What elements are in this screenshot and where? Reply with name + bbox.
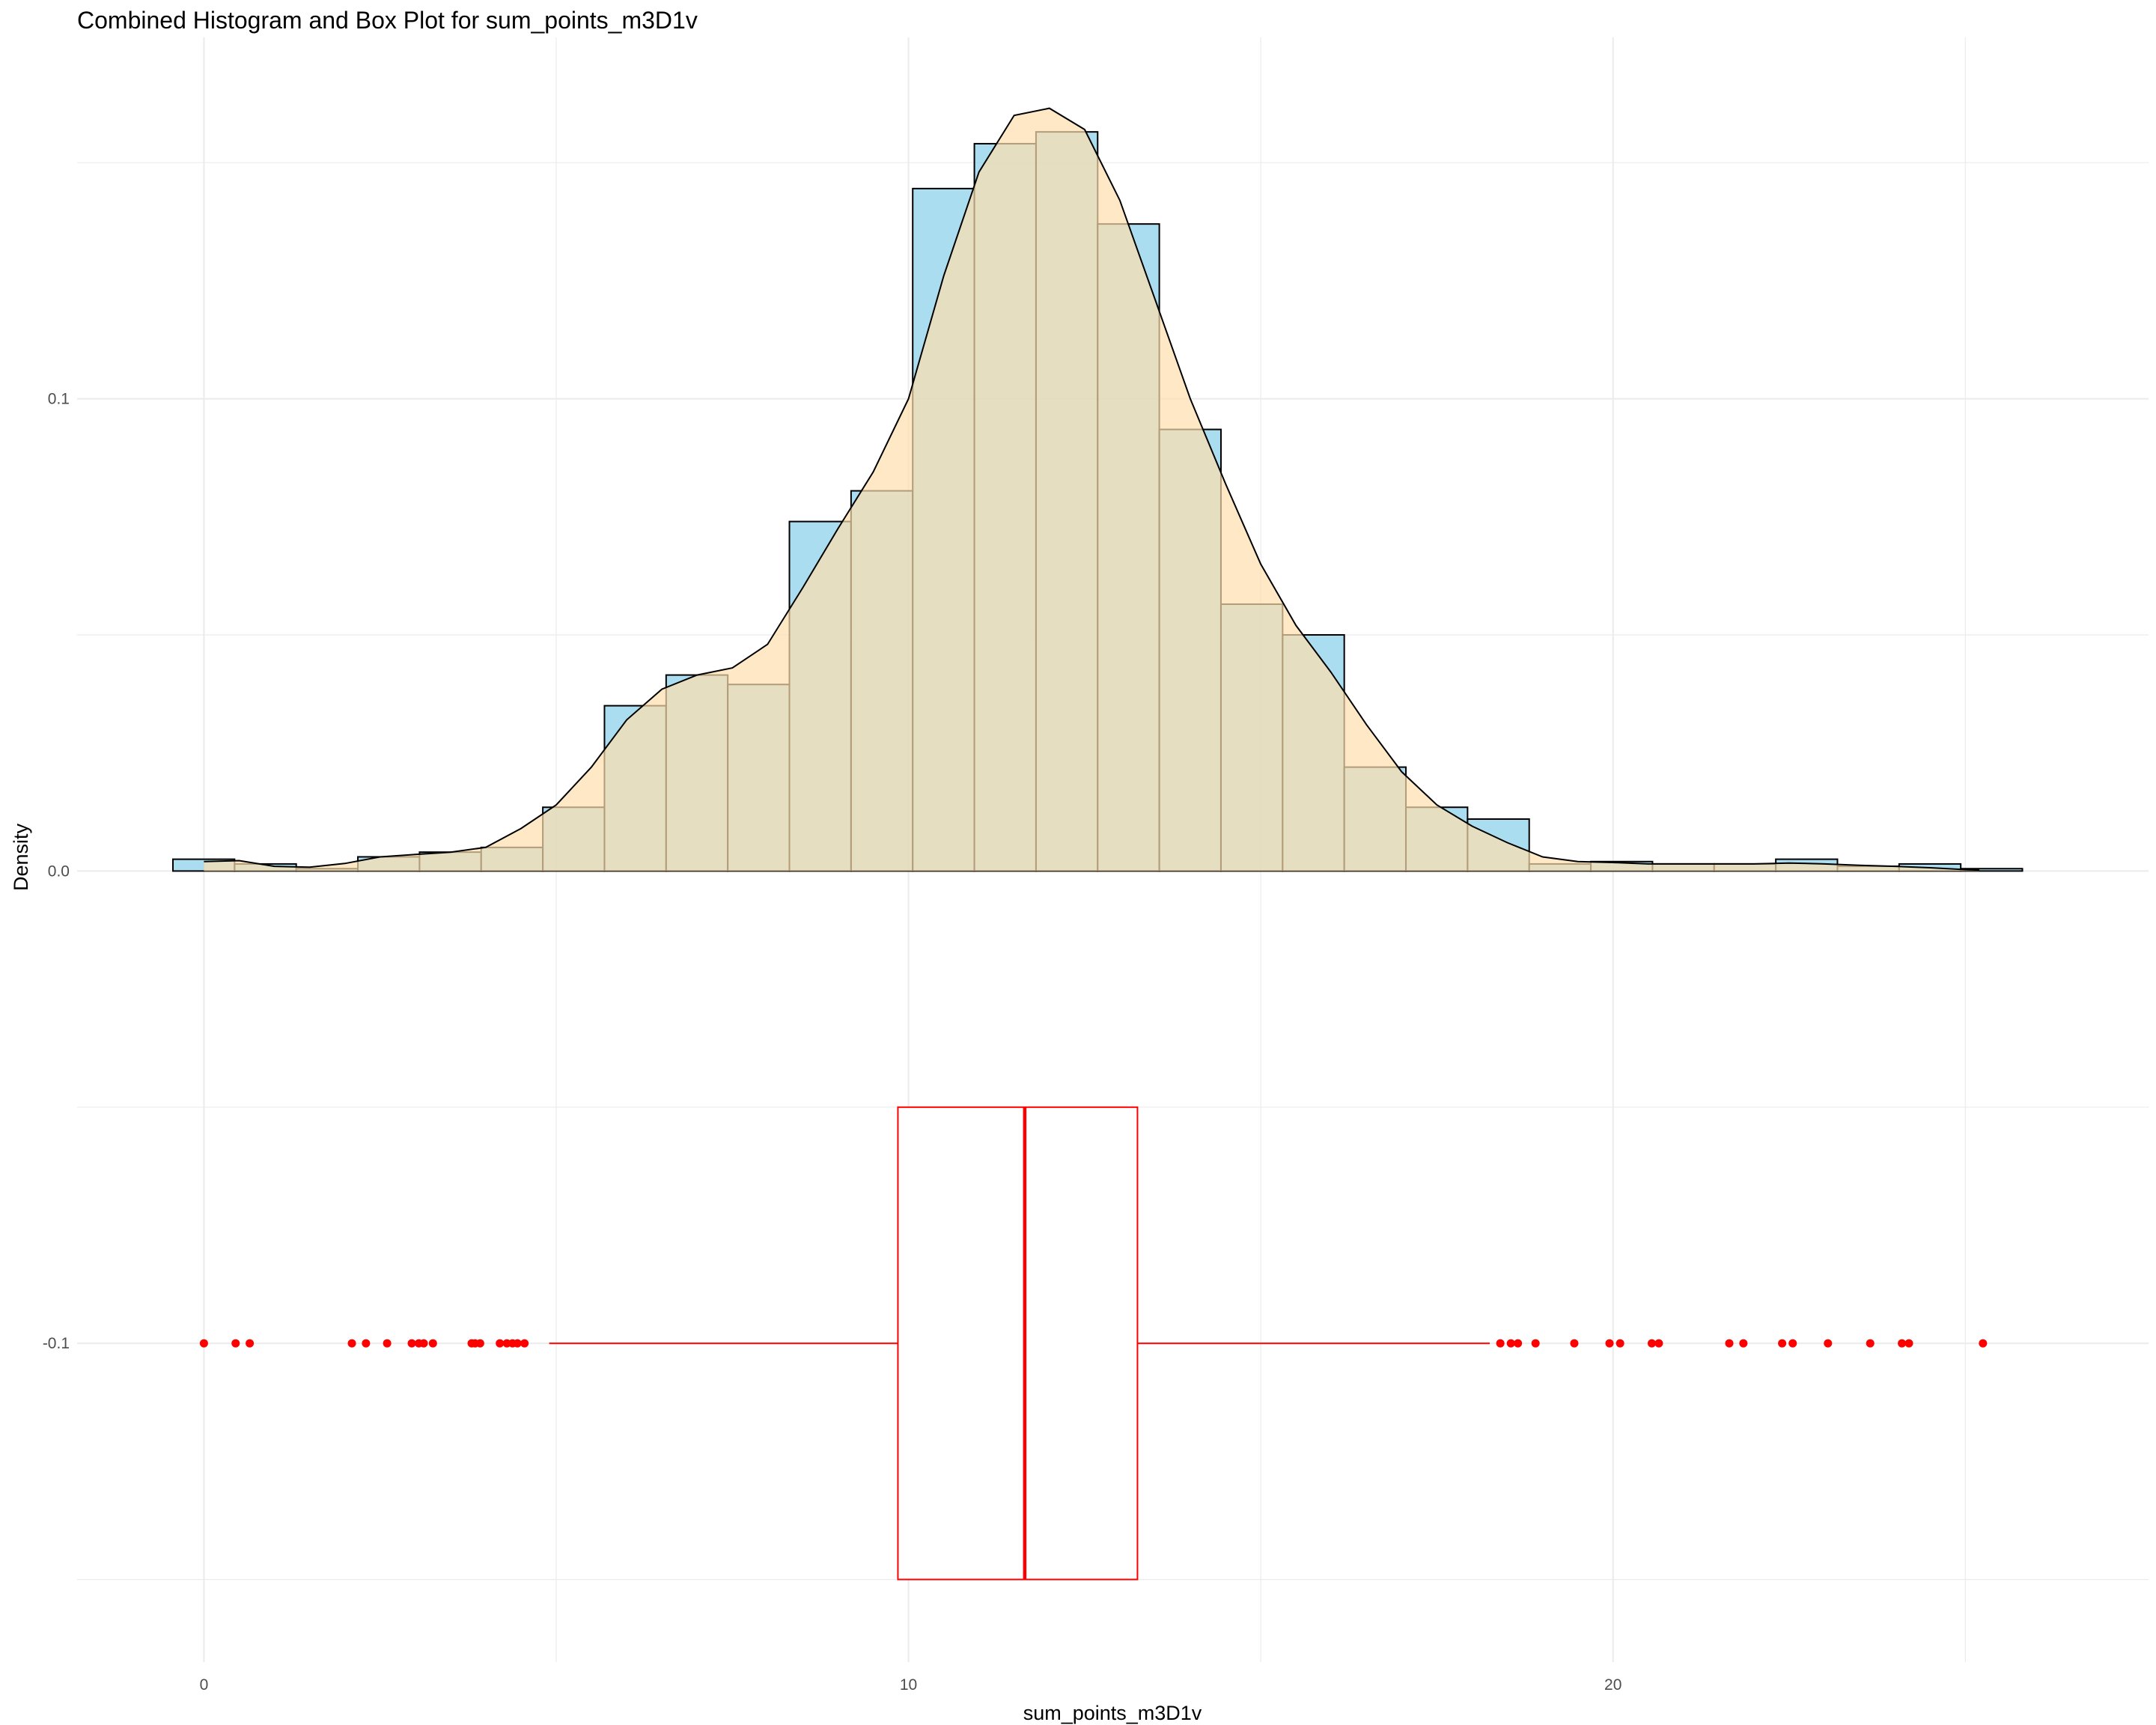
boxplot-outlier-point	[513, 1339, 522, 1348]
boxplot-outlier-point	[1778, 1339, 1787, 1348]
y-axis-title: Density	[10, 823, 32, 891]
boxplot-outlier-point	[1824, 1339, 1833, 1348]
boxplot-outlier-point	[1616, 1339, 1624, 1348]
density-area	[204, 108, 1980, 871]
boxplot-outlier-point	[1866, 1339, 1875, 1348]
boxplot-outlier-point	[1570, 1339, 1579, 1348]
boxplot-outlier-point	[1898, 1339, 1907, 1348]
boxplot-outlier-point	[419, 1339, 428, 1348]
boxplot-layer	[199, 1106, 1988, 1581]
boxplot-outlier-point	[1739, 1339, 1748, 1348]
boxplot-outlier-point	[347, 1339, 356, 1348]
boxplot-outlier-point	[1531, 1339, 1540, 1348]
boxplot-outlier-point	[1605, 1339, 1614, 1348]
boxplot-outlier-point	[1725, 1339, 1734, 1348]
boxplot-outlier-point	[520, 1339, 529, 1348]
boxplot-outlier-point	[1647, 1339, 1656, 1348]
density-line	[204, 107, 1980, 871]
x-axis-title: sum_points_m3D1v	[1023, 1702, 1202, 1724]
boxplot-outlier-point	[502, 1339, 511, 1348]
boxplot-outlier-point	[231, 1339, 240, 1348]
x-axis-tick-labels: 0 10 20	[200, 1676, 1622, 1694]
boxplot-outlier-point	[428, 1339, 437, 1348]
x-tick-label: 10	[900, 1676, 917, 1694]
boxplot-outlier-point	[475, 1339, 484, 1348]
x-tick-label: 20	[1604, 1676, 1621, 1694]
boxplot-outlier-point	[199, 1339, 208, 1348]
y-tick-label: -0.1	[43, 1335, 70, 1352]
boxplot-outlier-point	[1654, 1339, 1663, 1348]
boxplot-outlier-point	[383, 1339, 392, 1348]
boxplot-outlier-point	[362, 1339, 371, 1348]
boxplot-outlier-point	[1904, 1339, 1913, 1348]
boxplot-outlier-point	[407, 1339, 416, 1348]
boxplot-box	[897, 1106, 1139, 1581]
boxplot-outlier-point	[1979, 1339, 1988, 1348]
boxplot-outlier-point	[246, 1339, 255, 1348]
boxplot-outlier-point	[1788, 1339, 1797, 1348]
y-axis-tick-labels: -0.1 0.0 0.1	[43, 391, 70, 1353]
boxplot-outlier-point	[496, 1339, 505, 1348]
boxplot-outlier-point	[1506, 1339, 1515, 1348]
boxplot-outlier-point	[1496, 1339, 1505, 1348]
y-tick-label: 0.0	[48, 862, 70, 880]
y-tick-label: 0.1	[48, 391, 70, 408]
boxplot-outlier-point	[1514, 1339, 1523, 1348]
chart-title: Combined Histogram and Box Plot for sum_…	[77, 7, 698, 34]
density-curve-layer	[204, 107, 1980, 871]
x-tick-label: 0	[200, 1676, 209, 1694]
